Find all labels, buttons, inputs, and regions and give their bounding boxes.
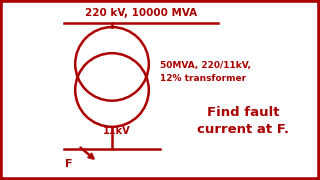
Text: F: F — [65, 159, 73, 169]
Text: Find fault
current at F.: Find fault current at F. — [197, 106, 289, 136]
Text: 50MVA, 220/11kV,
12% transformer: 50MVA, 220/11kV, 12% transformer — [160, 61, 251, 83]
Text: 11kV: 11kV — [103, 126, 131, 136]
Text: 220 kV, 10000 MVA: 220 kV, 10000 MVA — [85, 8, 197, 18]
